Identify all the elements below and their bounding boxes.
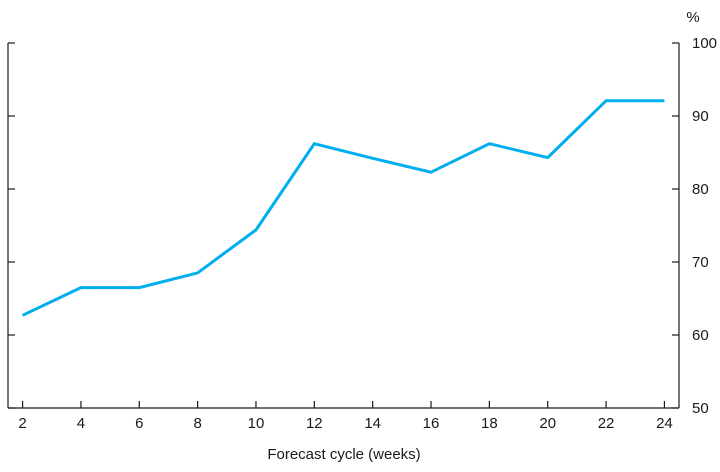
y-tick-label: 80 [692, 181, 709, 198]
x-axis-title: Forecast cycle (weeks) [267, 446, 420, 463]
x-tick-label: 10 [248, 415, 265, 432]
x-tick-label: 12 [306, 415, 323, 432]
chart-frame [7, 43, 680, 409]
x-tick-label: 4 [77, 415, 85, 432]
y-tick-label: 100 [692, 35, 717, 52]
y-axis-unit-label: % [686, 9, 699, 26]
x-tick-label: 24 [656, 415, 673, 432]
x-tick-label: 20 [539, 415, 556, 432]
y-tick-label: 90 [692, 108, 709, 125]
y-tick-label: 70 [692, 254, 709, 271]
y-tick-label: 50 [692, 400, 709, 417]
x-tick-label: 8 [193, 415, 201, 432]
x-tick-label: 18 [481, 415, 498, 432]
x-tick-label: 2 [18, 415, 26, 432]
x-tick-label: 16 [423, 415, 440, 432]
series-line-0 [21, 99, 665, 317]
y-tick-label: 60 [692, 327, 709, 344]
series-lines [21, 99, 665, 317]
x-tick-label: 14 [364, 415, 381, 432]
x-tick-label: 6 [135, 415, 143, 432]
x-tick-label: 22 [598, 415, 615, 432]
